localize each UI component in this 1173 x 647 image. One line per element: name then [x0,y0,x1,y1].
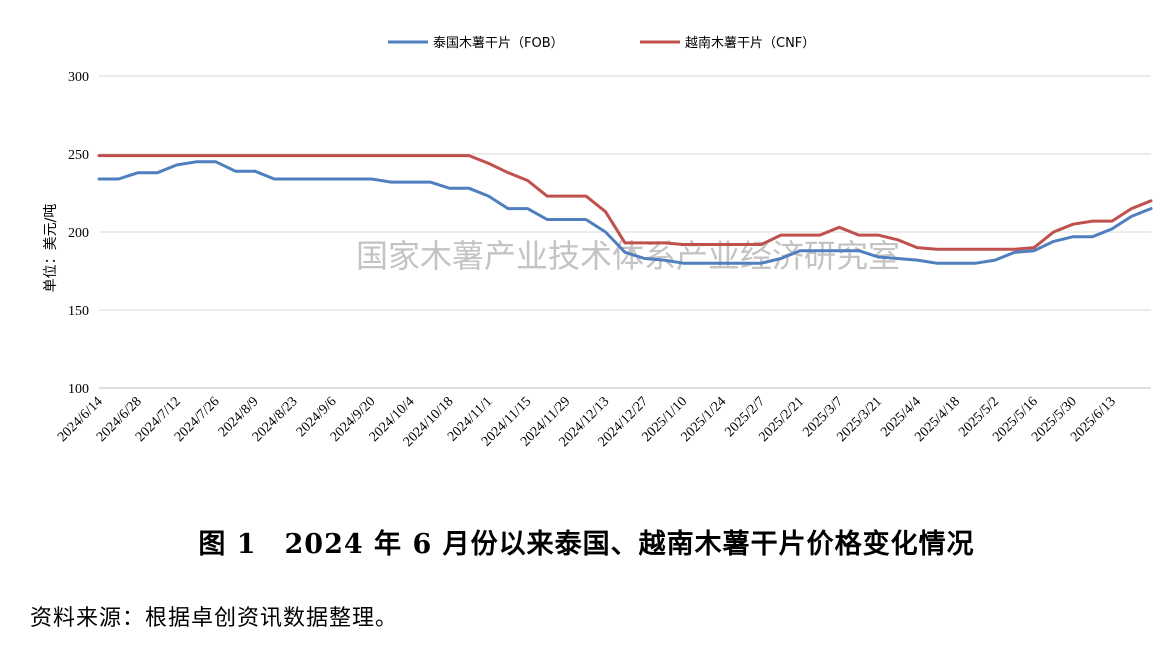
y-tick-label: 150 [68,304,89,319]
legend: 泰国木薯干片（FOB） 越南木薯干片（CNF） [388,35,815,51]
series-lines [97,154,1153,265]
y-tick-label: 300 [68,70,89,85]
line-chart: 100 150 200 250 300 2024/6/142024/6/282024/7… [43,35,1153,450]
y-axis-ticks: 100 150 200 250 300 [68,70,89,397]
x-axis-ticks: 2024/6/142024/6/282024/7/122024/7/262024… [55,394,1119,450]
y-tick-label: 200 [68,226,89,241]
y-tick-label: 100 [68,382,89,397]
source-note: 资料来源：根据卓创资讯数据整理。 [30,606,399,631]
legend-label: 越南木薯干片（CNF） [685,35,815,51]
gridlines [99,75,1151,389]
series-line-thailand [97,160,1153,265]
y-tick-label: 250 [68,148,89,163]
figure-caption: 图 1 2024 年 6 月份以来泰国、越南木薯干片价格变化情况 [198,529,975,560]
legend-label: 泰国木薯干片（FOB） [433,36,564,51]
y-axis-label: 单位：美元/吨 [43,204,59,293]
series-line-vietnam [97,154,1153,251]
